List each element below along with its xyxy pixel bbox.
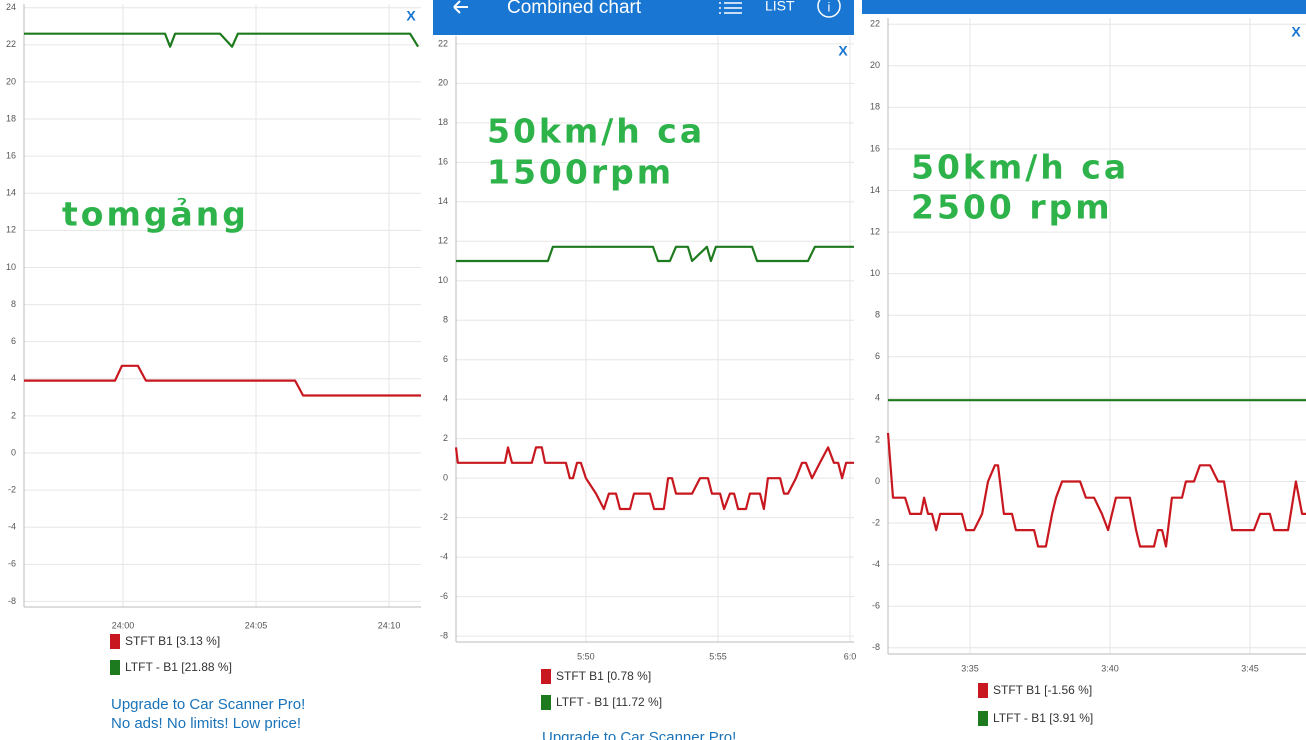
y-tick-label: 6 — [443, 354, 448, 364]
y-tick-label: 22 — [870, 19, 880, 29]
y-tick-label: 20 — [870, 60, 880, 70]
y-tick-label: 24 — [6, 2, 16, 12]
annotation: 50km/h ca — [911, 148, 1129, 187]
y-tick-label: 14 — [438, 196, 448, 206]
annotation: 50km/h ca — [487, 112, 705, 151]
promo-link[interactable]: Upgrade to Car Scanner Pro! — [111, 696, 305, 713]
x-tick-label: 24:10 — [378, 620, 401, 630]
y-tick-label: 18 — [6, 113, 16, 123]
y-tick-label: 14 — [870, 185, 880, 195]
legend-label: LTFT - B1 [21.88 %] — [125, 660, 232, 674]
legend-swatch — [978, 683, 988, 698]
y-tick-label: 2 — [11, 410, 16, 420]
legend-label: STFT B1 [-1.56 %] — [993, 683, 1092, 697]
y-tick-label: -4 — [8, 522, 16, 532]
legend-label: STFT B1 [0.78 %] — [556, 669, 651, 683]
series-line — [456, 245, 854, 263]
annotation: 1500rpm — [487, 153, 674, 192]
y-tick-label: 14 — [6, 188, 16, 198]
close-button[interactable]: X — [1291, 24, 1301, 40]
app-bar — [862, 0, 1306, 14]
y-tick-label: 0 — [443, 473, 448, 483]
legend-label: STFT B1 [3.13 %] — [125, 634, 220, 648]
y-tick-label: -6 — [8, 559, 16, 569]
promo-link[interactable]: Upgrade to Car Scanner Pro! — [542, 729, 736, 740]
close-button[interactable]: X — [406, 8, 416, 24]
y-tick-label: 10 — [6, 262, 16, 272]
x-tick-label: 3:35 — [961, 663, 979, 673]
x-tick-label: 5:55 — [709, 651, 727, 661]
x-tick-label: 3:45 — [1241, 663, 1259, 673]
legend-swatch — [541, 695, 551, 710]
info-button[interactable] — [817, 0, 841, 18]
y-tick-label: 20 — [6, 76, 16, 86]
y-tick-label: -4 — [440, 551, 448, 561]
y-tick-label: -2 — [440, 512, 448, 522]
legend-swatch — [978, 711, 988, 726]
series-line — [24, 32, 420, 48]
y-tick-label: -2 — [872, 517, 880, 527]
legend-label: LTFT - B1 [11.72 %] — [556, 695, 662, 709]
y-tick-label: -8 — [440, 630, 448, 640]
annotation: 2500 rpm — [911, 188, 1113, 227]
y-tick-label: 10 — [870, 268, 880, 278]
y-tick-label: 8 — [11, 299, 16, 309]
y-tick-label: -6 — [872, 601, 880, 611]
close-button[interactable]: X — [838, 43, 848, 59]
legend-swatch — [541, 669, 551, 684]
x-tick-label: 24:00 — [112, 620, 135, 630]
separator — [422, 0, 433, 740]
promo-link[interactable]: No ads! No limits! Low price! — [111, 715, 301, 732]
y-tick-label: 6 — [875, 351, 880, 361]
y-tick-label: 18 — [438, 117, 448, 127]
y-tick-label: 22 — [6, 39, 16, 49]
y-tick-label: 2 — [875, 434, 880, 444]
y-tick-label: 16 — [6, 151, 16, 161]
y-tick-label: 8 — [443, 315, 448, 325]
y-tick-label: 0 — [875, 476, 880, 486]
y-tick-label: 0 — [11, 447, 16, 457]
y-tick-label: 6 — [11, 336, 16, 346]
legend-label: LTFT - B1 [3.91 %] — [993, 711, 1093, 725]
x-tick-label: 3:40 — [1101, 663, 1119, 673]
y-tick-label: -6 — [440, 591, 448, 601]
y-tick-label: 8 — [875, 310, 880, 320]
legend-swatch — [110, 634, 120, 649]
y-tick-label: 4 — [11, 373, 16, 383]
y-tick-label: -8 — [872, 642, 880, 652]
y-tick-label: 4 — [443, 394, 448, 404]
back-button[interactable] — [453, 0, 468, 14]
series-line — [886, 432, 1306, 548]
y-tick-label: -2 — [8, 484, 16, 494]
y-tick-label: 16 — [870, 143, 880, 153]
legend-swatch — [110, 660, 120, 675]
annotation: tomgảng — [62, 195, 249, 234]
y-tick-label: 22 — [438, 38, 448, 48]
info-icon: i — [828, 0, 831, 14]
series-line — [24, 364, 421, 397]
y-tick-label: 16 — [438, 157, 448, 167]
y-tick-label: 10 — [438, 275, 448, 285]
list-button[interactable]: LIST — [765, 0, 795, 14]
y-tick-label: -8 — [8, 596, 16, 606]
app-bar — [433, 0, 854, 35]
y-tick-label: 20 — [438, 78, 448, 88]
y-tick-label: 12 — [6, 225, 16, 235]
y-tick-label: 4 — [875, 393, 880, 403]
y-tick-label: 12 — [870, 226, 880, 236]
series-line — [454, 446, 854, 511]
app-title: Combined chart — [507, 0, 642, 18]
x-tick-label: 24:05 — [245, 620, 268, 630]
y-tick-label: -4 — [872, 559, 880, 569]
y-tick-label: 2 — [443, 433, 448, 443]
x-tick-label: 6:0 — [844, 651, 857, 661]
y-tick-label: 18 — [870, 102, 880, 112]
list-icon[interactable] — [719, 2, 742, 14]
x-tick-label: 5:50 — [577, 651, 595, 661]
y-tick-label: 12 — [438, 236, 448, 246]
